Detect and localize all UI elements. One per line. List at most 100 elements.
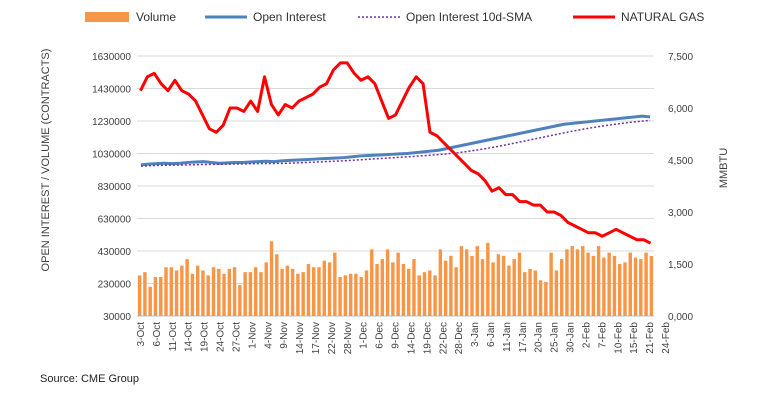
- y-left-tick: 230000: [98, 280, 132, 291]
- x-tick: 25-Jan: [550, 322, 561, 353]
- volume-bar: [607, 252, 611, 316]
- volume-bar: [370, 249, 374, 316]
- volume-bar: [375, 264, 379, 316]
- volume-bar: [169, 267, 174, 316]
- y-right-tick: 1,500: [668, 260, 693, 271]
- volume-bar: [559, 259, 564, 316]
- volume-bar: [269, 241, 274, 316]
- volume-bar: [338, 277, 342, 316]
- volume-bar: [327, 262, 332, 316]
- volume-bar: [396, 252, 400, 316]
- volume-bar: [401, 264, 406, 316]
- y-left-tick: 430000: [98, 247, 132, 258]
- volume-bar: [475, 246, 479, 316]
- source-note: Source: CME Group: [40, 373, 140, 385]
- x-ticks: 3-Oct 6-Oct 11-Oct 14-Oct 19-Oct 24-Oct 27-Oct…: [136, 322, 672, 355]
- x-tick: 22-Dec: [438, 322, 449, 354]
- volume-bar: [617, 264, 622, 316]
- volume-bar: [544, 281, 548, 316]
- volume-bar: [586, 252, 590, 316]
- volume-bar: [317, 267, 321, 316]
- volume-bar: [454, 267, 458, 316]
- x-tick: 19-Oct: [200, 322, 211, 352]
- x-tick: 17-Nov: [311, 322, 322, 354]
- x-tick: 6-Oct: [152, 322, 163, 347]
- volume-bar: [517, 252, 522, 316]
- legend-volume-swatch: [85, 12, 129, 22]
- legend-gas-label: NATURAL GAS: [621, 10, 704, 24]
- volume-bars: [137, 241, 654, 316]
- volume-bar: [195, 265, 200, 316]
- volume-bar: [433, 275, 437, 316]
- x-tick: 7-Feb: [597, 322, 608, 349]
- volume-bar: [633, 257, 638, 316]
- volume-bar: [322, 260, 326, 316]
- volume-bar: [348, 273, 353, 316]
- volume-bar: [296, 273, 300, 316]
- volume-bar: [159, 277, 163, 316]
- volume-bar: [501, 255, 506, 316]
- volume-bar: [496, 254, 501, 316]
- volume-bar: [364, 270, 369, 316]
- volume-bar: [623, 262, 627, 316]
- volume-bar: [217, 268, 221, 316]
- x-tick: 24-Feb: [661, 322, 672, 354]
- volume-bar: [285, 265, 290, 316]
- x-tick: 22-Nov: [327, 322, 338, 354]
- volume-bar: [222, 273, 226, 316]
- y-left-tick: 1230000: [92, 117, 131, 128]
- volume-bar: [148, 286, 152, 316]
- x-tick: 1-Dec: [359, 322, 370, 349]
- volume-bar: [359, 277, 363, 316]
- volume-bar: [443, 260, 448, 316]
- volume-bar: [470, 255, 474, 316]
- y-right-tick: 3,000: [668, 208, 693, 219]
- x-tick: 17-Jan: [518, 322, 529, 353]
- y-left-tick: 1030000: [92, 150, 131, 161]
- x-tick: 24-Oct: [216, 322, 227, 352]
- volume-bar: [312, 267, 316, 316]
- volume-bar: [412, 259, 416, 316]
- x-tick: 11-Jan: [502, 322, 513, 352]
- y-right-tick: 0,000: [668, 312, 693, 323]
- x-tick: 6-Dec: [375, 322, 386, 349]
- volume-bar: [306, 264, 311, 316]
- volume-bar: [428, 270, 432, 316]
- volume-bar: [581, 246, 585, 316]
- volume-bar: [417, 275, 421, 316]
- volume-bar: [554, 270, 559, 316]
- volume-bar: [491, 262, 495, 316]
- volume-bar: [275, 254, 279, 316]
- volume-bar: [602, 257, 606, 316]
- volume-bar: [628, 252, 632, 316]
- x-tick: 15-Feb: [629, 322, 640, 354]
- volume-bar: [512, 259, 516, 316]
- y-left-tick: 1630000: [92, 52, 131, 63]
- volume-bar: [333, 252, 337, 316]
- x-tick: 28-Nov: [343, 322, 354, 354]
- volume-bar: [465, 249, 469, 316]
- volume-bar: [259, 272, 263, 316]
- natural-gas-line: [139, 61, 652, 245]
- legend: Volume Open Interest Open Interest 10d-S…: [85, 10, 704, 24]
- volume-bar: [591, 255, 596, 316]
- volume-bar: [575, 249, 580, 316]
- y-right-tick: 4,500: [668, 156, 693, 167]
- volume-bar: [422, 272, 427, 316]
- volume-bar: [264, 262, 268, 316]
- x-tick: 9-Dec: [391, 322, 402, 349]
- volume-bar: [507, 265, 511, 316]
- volume-bar: [533, 270, 538, 316]
- volume-bar: [248, 272, 253, 316]
- volume-bar: [565, 249, 569, 316]
- volume-bar: [301, 272, 305, 316]
- x-tick: 6-Jan: [486, 322, 497, 347]
- volume-bar: [232, 267, 237, 316]
- x-tick: 14-Dec: [407, 322, 418, 354]
- y-left-tick: 1430000: [92, 85, 131, 96]
- volume-bar: [137, 275, 142, 316]
- legend-oi-label: Open Interest: [253, 10, 326, 24]
- x-tick: 21-Feb: [645, 322, 656, 354]
- volume-bar: [227, 268, 232, 316]
- series-lines: [139, 61, 652, 245]
